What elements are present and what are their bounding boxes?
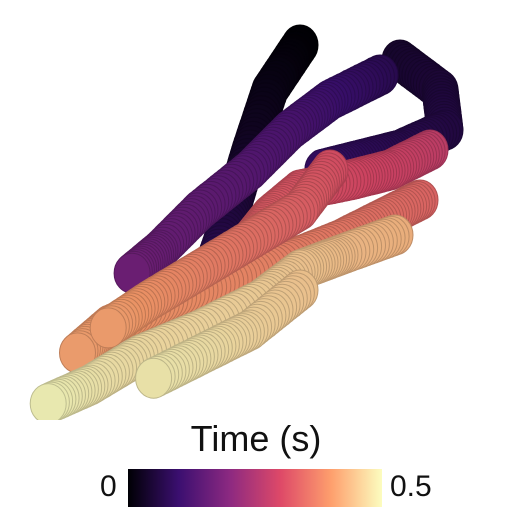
- tube-segment: [89, 307, 127, 349]
- tube-segment: [29, 383, 67, 420]
- trajectory-tubes: [29, 24, 464, 420]
- colorbar-gradient: [128, 469, 382, 507]
- colorbar-min-label: 0: [100, 470, 117, 503]
- trajectory-3d-plot: [29, 24, 464, 420]
- tube-segment: [135, 357, 173, 399]
- colorbar-max-label: 0.5: [390, 470, 432, 503]
- colorbar-title: Time (s): [190, 418, 322, 459]
